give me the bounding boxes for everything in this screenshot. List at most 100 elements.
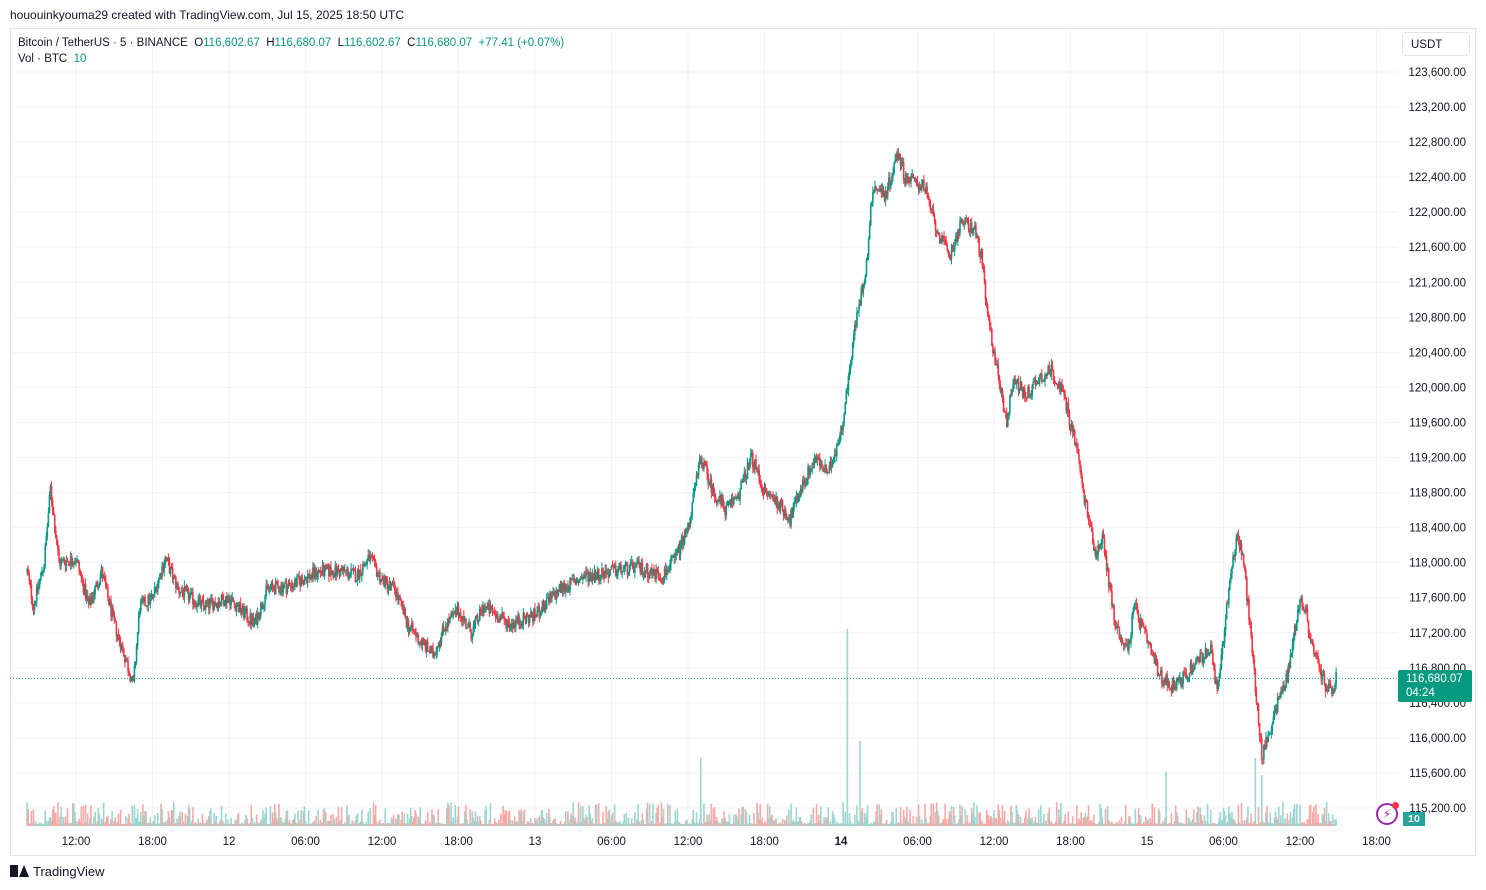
volume-bar [272, 818, 275, 826]
candle [76, 555, 78, 563]
volume-bar [251, 817, 254, 826]
candle [1259, 732, 1262, 744]
candle [589, 567, 592, 582]
volume-bar [984, 823, 987, 826]
time-tick-label: 12:00 [674, 836, 703, 848]
currency-button[interactable]: USDT [1402, 32, 1470, 56]
volume-bar [874, 821, 876, 826]
volume-bar [1004, 822, 1007, 826]
candle [781, 499, 784, 513]
volume-bar [545, 813, 548, 826]
volume-bar [212, 823, 214, 826]
volume-bar [597, 803, 600, 826]
volume-bar [307, 810, 310, 826]
candle [871, 200, 873, 207]
volume-bar [527, 821, 530, 826]
candle [931, 204, 934, 214]
volume-bar [912, 815, 915, 826]
candle [512, 618, 515, 630]
volume-bar [61, 823, 63, 826]
volume-bar [107, 815, 109, 826]
candle [489, 600, 492, 614]
candle [1165, 672, 1167, 685]
volume-bar [1063, 820, 1065, 826]
volume-bar [746, 823, 749, 826]
candle [978, 236, 980, 257]
candle [259, 611, 261, 622]
volume-bar [1289, 811, 1292, 826]
candle [750, 449, 753, 458]
volume-bar [325, 823, 328, 826]
volume-bar [244, 820, 246, 826]
tradingview-logo[interactable]: TradingView [10, 864, 105, 879]
candle [941, 232, 943, 245]
candle [670, 554, 672, 571]
volume-bar [541, 809, 544, 826]
volume-bar [27, 808, 29, 826]
volume-bar [684, 823, 686, 826]
candle [893, 161, 895, 175]
volume-bar [990, 815, 992, 826]
candle [868, 220, 871, 240]
candle [1132, 607, 1134, 620]
volume-bar [460, 823, 463, 826]
candle [323, 564, 326, 580]
candle [1090, 521, 1093, 532]
candle [1084, 494, 1087, 509]
volume-bar [166, 819, 169, 826]
candle [1025, 392, 1027, 402]
volume-bar [313, 820, 315, 826]
symbol-description[interactable]: Bitcoin / TetherUS · 5 · BINANCE [18, 37, 188, 49]
volume-bar [1127, 823, 1129, 826]
candle [388, 576, 391, 591]
candle [155, 584, 158, 594]
volume-bar [677, 821, 680, 826]
candle [487, 600, 490, 610]
candle [215, 602, 218, 609]
volume-label[interactable]: Vol · BTC [18, 53, 68, 65]
volume-bar [1320, 823, 1323, 826]
candle [1136, 602, 1139, 615]
volume-bar [1003, 811, 1006, 826]
volume-bar [1306, 819, 1309, 826]
candle [1230, 568, 1232, 584]
volume-bar [247, 823, 249, 826]
volume-bar [931, 823, 934, 826]
lightning-icon[interactable]: ⚡ [1376, 803, 1398, 825]
volume-bar [172, 802, 175, 826]
candle [486, 602, 488, 611]
volume-bar [1011, 811, 1013, 826]
volume-bar [841, 823, 843, 826]
volume-bar [693, 822, 696, 826]
volume-bar [1066, 823, 1069, 826]
candle [102, 573, 105, 579]
candle [461, 615, 464, 627]
candle [383, 573, 385, 588]
candle [599, 575, 601, 585]
candle [1232, 551, 1234, 569]
volume-bar [66, 808, 69, 826]
candle [1163, 677, 1165, 689]
volume-bar [723, 811, 725, 826]
candle [52, 506, 55, 516]
volume-bar [1150, 822, 1153, 826]
volume-bar [627, 817, 630, 826]
candle [45, 531, 48, 547]
volume-bar [697, 823, 700, 826]
candle [431, 645, 433, 654]
candle [730, 493, 733, 508]
candle [353, 567, 356, 572]
volume-bar [959, 804, 961, 826]
volume-bar [250, 804, 253, 826]
volume-bar [117, 813, 120, 826]
candle [434, 652, 436, 657]
volume-bar [257, 823, 260, 826]
candle [268, 585, 271, 595]
candle [595, 572, 598, 581]
candle [1317, 650, 1319, 664]
volume-bar [475, 821, 478, 826]
candle [341, 565, 344, 575]
volume-bar [772, 820, 774, 826]
volume-bar [1073, 823, 1076, 826]
